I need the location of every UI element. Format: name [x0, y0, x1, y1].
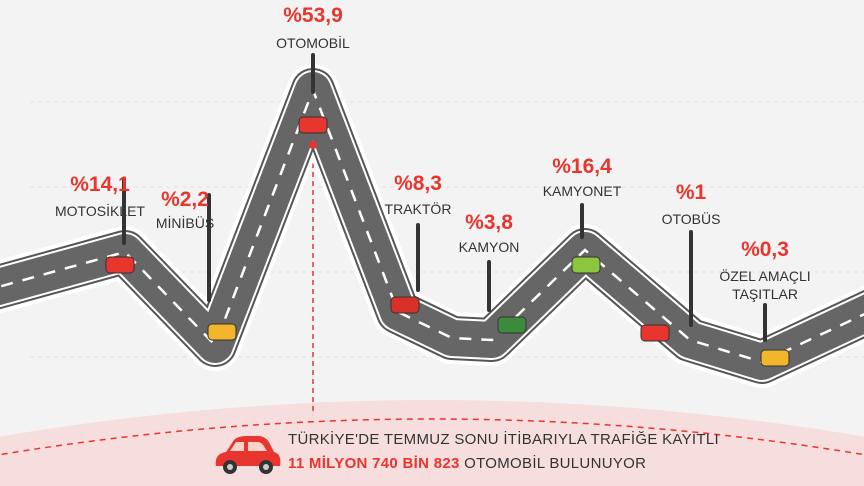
value-label: %3,8	[465, 211, 513, 234]
footer-line2: 11 MİLYON 740 BİN 823 OTOMOBİL BULUNUYOR	[288, 455, 646, 472]
vehicle	[640, 324, 670, 342]
value-label: %53,9	[283, 4, 343, 27]
category-label: ÖZEL AMAÇLI TAŞITLAR	[719, 268, 811, 302]
value-label: %0,3	[741, 238, 789, 261]
footer-arc	[0, 418, 864, 456]
value-label: %8,3	[394, 172, 442, 195]
road	[0, 64, 864, 388]
category-label: TRAKTÖR	[384, 201, 452, 217]
vehicle	[390, 296, 420, 314]
value-label: %1	[675, 181, 707, 204]
vehicle	[497, 316, 527, 334]
footer-highlight: 11 MİLYON 740 BİN 823	[288, 455, 460, 472]
vehicle	[760, 349, 790, 367]
category-label: KAMYON	[458, 239, 520, 255]
footer-line1: TÜRKİYE'DE TEMMUZ SONU İTİBARIYLA TRAFİĞ…	[288, 431, 719, 448]
value-label: %14,1	[70, 173, 130, 196]
markers	[105, 53, 790, 367]
vehicle	[571, 256, 601, 274]
category-label: KAMYONET	[542, 183, 622, 199]
vehicle	[207, 323, 237, 341]
highlight-dot	[309, 141, 317, 149]
vehicle	[298, 116, 328, 134]
value-label: %2,2	[161, 188, 209, 211]
category-label: MİNİBÜS	[155, 215, 215, 231]
vehicle	[105, 256, 135, 274]
footer-rest: OTOMOBİL BULUNUYOR	[464, 455, 647, 472]
category-label: OTOBÜS	[661, 211, 721, 227]
road-surface	[0, 72, 864, 380]
category-label: MOTOSİKLET	[55, 203, 145, 219]
car-icon	[215, 436, 281, 474]
value-label: %16,4	[552, 155, 612, 178]
category-label: OTOMOBİL	[276, 35, 350, 51]
